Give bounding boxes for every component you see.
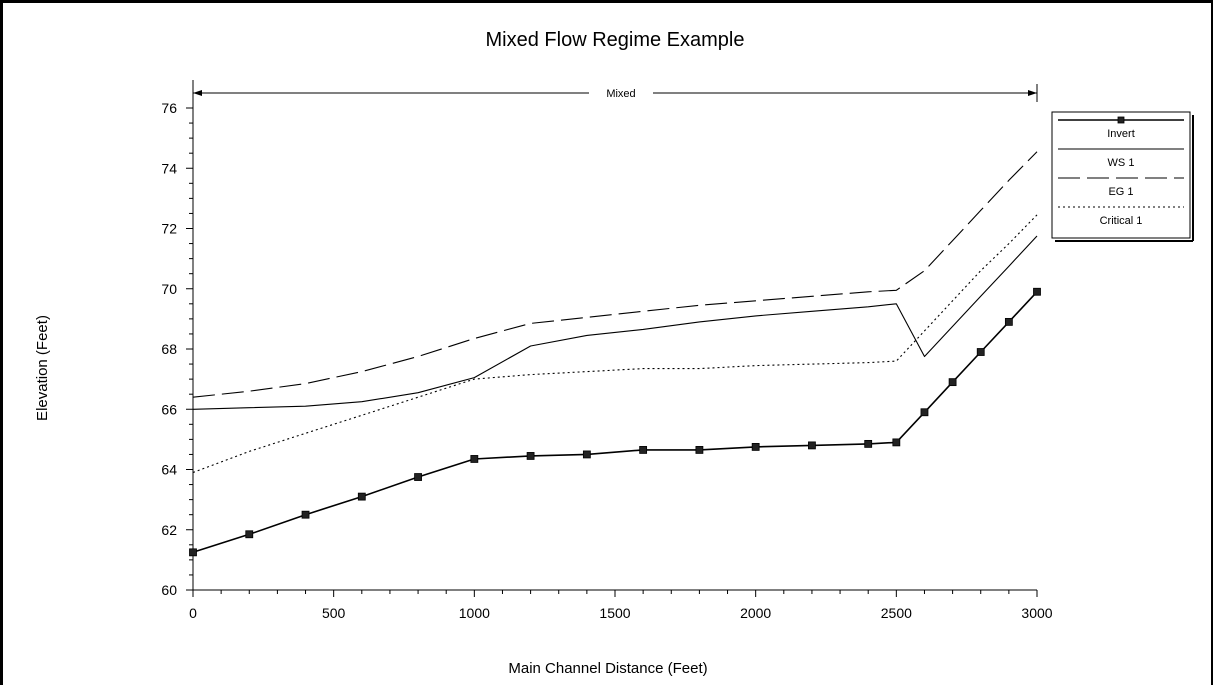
invert-point <box>751 443 760 451</box>
invert-point <box>189 548 197 557</box>
x-tick-label: 3000 <box>1021 605 1052 621</box>
invert-point <box>582 450 591 459</box>
invert-point <box>357 492 366 501</box>
series-line-critical-1 <box>192 214 1038 474</box>
y-tick-label: 66 <box>161 401 177 417</box>
y-tick-label: 68 <box>161 341 177 357</box>
x-tick-label: 1000 <box>459 605 490 621</box>
y-tick-label: 64 <box>161 462 177 478</box>
invert-point <box>920 408 929 417</box>
invert-point <box>1033 287 1041 296</box>
x-tick-label: 1500 <box>599 605 630 621</box>
invert-point <box>695 446 704 454</box>
invert-point <box>526 452 535 460</box>
y-tick-label: 70 <box>161 281 177 297</box>
annotation-label: Mixed <box>606 88 635 100</box>
annotation-arrow-left <box>193 90 202 96</box>
legend-marker <box>1117 116 1125 124</box>
legend-box <box>1051 111 1191 239</box>
annotation-arrow-right <box>1028 90 1037 96</box>
invert-point <box>948 378 957 387</box>
plot-area <box>189 151 1041 557</box>
axes: 60 62 64 66 68 70 72 74 76 0 500 1000 1500 2000 2500 30… <box>161 80 1053 621</box>
legend-label: WS 1 <box>1108 157 1135 169</box>
y-tick-label: 60 <box>161 582 177 598</box>
invert-point <box>639 446 648 454</box>
invert-point <box>976 348 985 356</box>
chart-title: Mixed Flow Regime Example <box>486 29 745 51</box>
invert-point <box>808 441 816 450</box>
legend-label: Invert <box>1107 128 1135 140</box>
invert-point <box>892 438 901 447</box>
x-tick-label: 2500 <box>881 605 912 621</box>
series-line-ws-1 <box>192 235 1038 410</box>
x-tick-label: 500 <box>322 605 346 621</box>
invert-point <box>864 439 873 448</box>
y-tick-label: 74 <box>161 160 177 176</box>
x-tick-label: 2000 <box>740 605 771 621</box>
y-tick-label: 76 <box>161 100 177 116</box>
x-tick-label: 0 <box>189 605 197 621</box>
mixed-regime-annotation: Mixed <box>192 84 1038 102</box>
invert-point <box>1004 317 1013 326</box>
x-axis-label: Main Channel Distance (Feet) <box>508 660 707 677</box>
invert-point <box>301 510 310 519</box>
y-tick-label: 62 <box>161 522 177 538</box>
legend: Invert WS 1 EG 1 Critical 1 <box>1051 111 1194 242</box>
invert-point <box>414 473 422 481</box>
legend-label: EG 1 <box>1108 186 1133 198</box>
y-tick-label: 72 <box>161 221 177 237</box>
invert-point <box>470 455 479 463</box>
series-line-eg-1 <box>192 151 1038 398</box>
legend-label: Critical 1 <box>1100 215 1143 227</box>
invert-point <box>245 530 254 539</box>
y-axis-label: Elevation (Feet) <box>34 315 51 421</box>
